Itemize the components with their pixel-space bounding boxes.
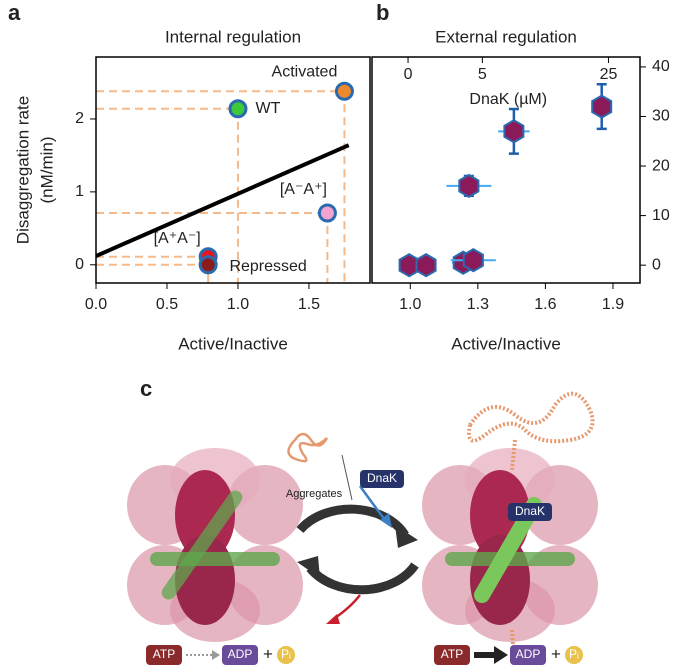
dnak-box xyxy=(360,470,404,488)
panel-label: c xyxy=(140,376,152,401)
point xyxy=(228,99,248,119)
plot-frame xyxy=(371,56,641,284)
x-tick-label: 0.0 xyxy=(85,296,107,313)
y2-tick-label: 0 xyxy=(652,256,661,273)
arrowhead xyxy=(395,525,418,548)
pi-circle xyxy=(565,646,583,664)
dnak-box xyxy=(508,503,552,521)
y-axis-label: (nM/min) xyxy=(37,136,56,203)
panel-label: b xyxy=(376,0,389,25)
y2-tick-label: 40 xyxy=(652,58,670,75)
clpb-right xyxy=(422,448,598,642)
x-tick-label: 1.0 xyxy=(399,296,421,313)
plot-frame xyxy=(95,56,371,284)
adp-label: ADP xyxy=(516,647,541,661)
x-tick-label: 1.9 xyxy=(602,296,624,313)
plot-area: Activated WT [A⁻A⁺] [A⁺A⁻] Repressed xyxy=(95,63,354,283)
plus: + xyxy=(263,644,273,663)
atp-label: ATP xyxy=(153,647,175,661)
diagram: Aggregates DnaK DnaK ATP ADP + Pᵢ xyxy=(127,391,598,665)
atp-label: ATP xyxy=(441,647,463,661)
x-tick-label: 1.0 xyxy=(227,296,249,313)
x2-axis-label: DnaK (µM) xyxy=(469,91,547,108)
adp-box xyxy=(222,645,258,665)
point-label: WT xyxy=(256,100,281,117)
atp-box xyxy=(434,645,470,665)
x-tick-label: 1.5 xyxy=(298,296,320,313)
plot-area xyxy=(398,83,613,278)
x-tick-label: 1.3 xyxy=(467,296,489,313)
arrowhead xyxy=(380,513,392,528)
point xyxy=(591,94,613,119)
point xyxy=(458,173,480,199)
x2-tick-label: 25 xyxy=(600,66,618,83)
y2-tick-label: 10 xyxy=(652,207,670,224)
arrowhead xyxy=(297,556,320,578)
point-label: Activated xyxy=(272,63,338,80)
y-tick-label: 2 xyxy=(75,110,84,127)
point-label: Repressed xyxy=(229,258,306,275)
atp-box xyxy=(146,645,182,665)
point xyxy=(317,203,337,223)
aggregate xyxy=(287,432,329,463)
cycle-arrow xyxy=(306,562,419,595)
x2-tick-label: 5 xyxy=(478,66,487,83)
y-axis-label: Disaggregation rate xyxy=(13,96,32,244)
point xyxy=(503,119,525,144)
y2-tick-label: 30 xyxy=(652,108,670,125)
x-tick-label: 1.6 xyxy=(534,296,556,313)
plus: + xyxy=(551,644,561,663)
point xyxy=(334,81,354,101)
fit-line xyxy=(95,143,350,258)
dnak-label: DnaK xyxy=(367,471,397,485)
point xyxy=(462,248,484,273)
x-axis-label: Active/Inactive xyxy=(178,334,288,353)
arrow xyxy=(358,485,387,521)
arrowhead xyxy=(326,614,340,624)
panel-label: a xyxy=(8,0,21,25)
pi-circle xyxy=(277,646,295,664)
pi-label: Pᵢ xyxy=(569,647,579,661)
chart-title: Internal regulation xyxy=(165,27,301,46)
clpb-left xyxy=(127,448,303,642)
arrowhead xyxy=(494,646,508,664)
adp-label: ADP xyxy=(228,647,253,661)
y-tick-label: 0 xyxy=(75,256,84,273)
pi-label: Pᵢ xyxy=(281,647,291,661)
point xyxy=(198,255,218,275)
y-tick-label: 1 xyxy=(75,183,84,200)
x2-tick-label: 0 xyxy=(404,66,413,83)
point xyxy=(415,253,437,278)
point-label: [A⁺A⁻] xyxy=(154,230,201,247)
dnak-label: DnaK xyxy=(515,504,545,518)
chart-title: External regulation xyxy=(435,27,577,46)
x-tick-label: 0.5 xyxy=(156,296,178,313)
x-axis-label: Active/Inactive xyxy=(451,334,561,353)
arrowhead xyxy=(212,650,220,660)
point-label: [A⁻A⁺] xyxy=(280,181,327,198)
cycle-arrow xyxy=(296,504,409,538)
adp-box xyxy=(510,645,546,665)
separator xyxy=(341,454,353,501)
y2-tick-label: 20 xyxy=(652,157,670,174)
aggregates-label: Aggregates xyxy=(286,488,343,500)
